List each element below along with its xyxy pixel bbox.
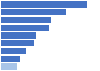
Bar [1, 32, 36, 39]
Bar [1, 9, 66, 15]
Bar [1, 25, 49, 31]
Bar [1, 17, 51, 23]
Bar [1, 63, 17, 70]
Bar [1, 56, 20, 62]
Bar [1, 1, 87, 8]
Bar [1, 40, 34, 46]
Bar [1, 48, 26, 54]
